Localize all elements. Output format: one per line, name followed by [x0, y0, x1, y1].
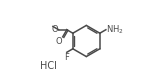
Text: NH$_2$: NH$_2$	[106, 23, 124, 36]
Text: HCl: HCl	[40, 61, 56, 71]
Text: F: F	[64, 53, 69, 62]
Text: O: O	[52, 25, 58, 34]
Text: O: O	[55, 37, 62, 46]
